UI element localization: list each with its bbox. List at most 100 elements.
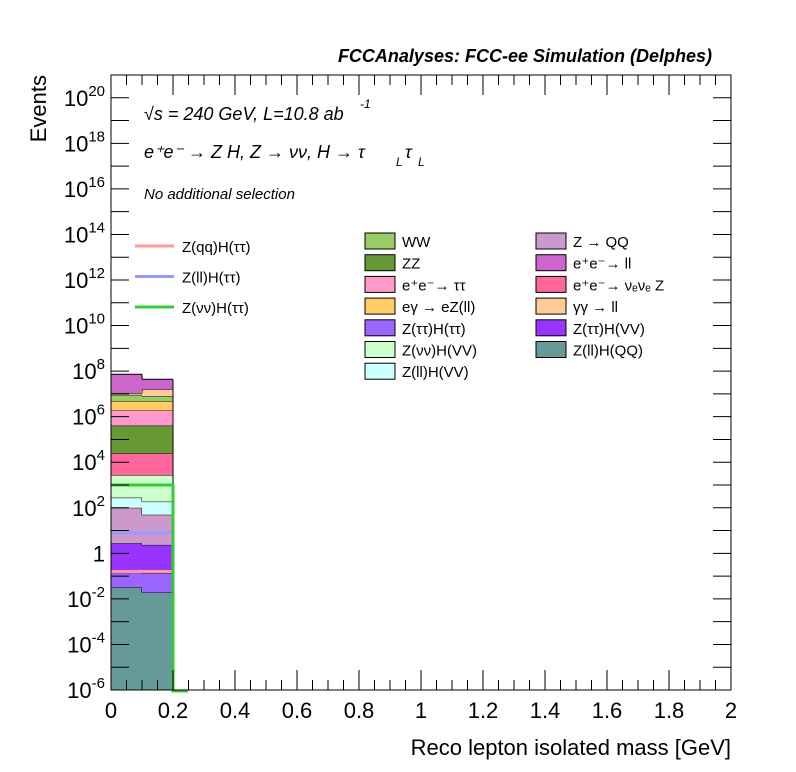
legend-label: Z(νν)H(VV) (402, 343, 477, 360)
y-tick-exponent: 4 (97, 447, 105, 464)
y-tick-label: 1012 (64, 265, 105, 293)
y-tick-base: 10 (64, 222, 88, 247)
stack-bar-8-bin-1 (142, 410, 173, 426)
stack-bar-1-bin-1 (142, 572, 173, 593)
y-tick-label: 1 (93, 541, 105, 566)
stack-bar-12-bin-1 (142, 379, 173, 390)
y-tick-base: 10 (72, 405, 96, 430)
legend-swatch (535, 232, 567, 250)
y-tick-label: 104 (72, 447, 105, 475)
y-tick-label: 102 (72, 493, 105, 521)
energy-label: √s = 240 GeV, L=10.8 ab (144, 104, 344, 124)
stack-bar-0-bin-0 (111, 587, 142, 690)
y-tick-label: 108 (72, 356, 105, 384)
legend-label: eγ → eZ(ll) (402, 299, 475, 316)
y-tick-label: 1014 (64, 219, 105, 247)
legend-label: Z(ττ)H(ττ) (402, 321, 466, 338)
stack-bar-7-bin-1 (142, 425, 173, 454)
y-tick-label: 10-6 (67, 675, 105, 703)
y-tick-label: 10-4 (67, 629, 105, 657)
y-tick-base: 10 (72, 496, 96, 521)
y-tick-base: 10 (72, 359, 96, 384)
chart-title: FCCAnalyses: FCC-ee Simulation (Delphes) (338, 46, 712, 66)
y-tick-base: 10 (72, 450, 96, 475)
x-tick-label: 2 (725, 698, 737, 723)
stack-bar-11-bin-1 (142, 389, 173, 397)
y-tick-exponent: -2 (92, 584, 105, 601)
x-tick-label: 0.4 (220, 698, 251, 723)
stack-bar-10-bin-1 (142, 396, 173, 402)
selection-label: No additional selection (144, 186, 295, 203)
y-tick-base: 1 (93, 541, 105, 566)
legend-swatch (535, 341, 567, 358)
legend-line-label-2: Z(νν)H(ττ) (182, 300, 249, 317)
legend-label: Z → QQ (573, 234, 629, 251)
legend-swatch (364, 232, 396, 250)
process-subscript-1: L (396, 155, 403, 169)
y-tick-base: 10 (64, 177, 88, 202)
x-axis-label: Reco lepton isolated mass [GeV] (411, 735, 731, 760)
legend-swatch (535, 297, 567, 315)
legend-swatch (364, 275, 396, 293)
y-tick-base: 10 (64, 86, 88, 111)
legend-swatch (535, 319, 567, 337)
legend-swatch (364, 254, 396, 272)
stack-bar-2-bin-0 (111, 543, 142, 573)
y-tick-label: 1010 (64, 311, 105, 339)
legend-swatch (364, 319, 396, 337)
y-tick-exponent: 12 (88, 265, 105, 282)
stack-bar-9-bin-1 (142, 401, 173, 411)
legend-swatch (364, 341, 396, 358)
y-tick-base: 10 (67, 587, 91, 612)
y-tick-label: 106 (72, 402, 105, 430)
y-tick-label: 1020 (64, 83, 105, 111)
x-tick-label: 0.2 (158, 698, 189, 723)
y-tick-exponent: 6 (97, 402, 105, 419)
y-tick-exponent: 2 (97, 493, 105, 510)
stack-bar-4-bin-0 (111, 497, 142, 508)
process-label: e⁺e⁻ → Z H, Z → νν, H → τ (144, 142, 366, 162)
y-tick-exponent: 10 (88, 311, 105, 328)
process-subscript-2: L (418, 155, 425, 169)
legend-label: e⁺e⁻→ νₑνₑ Z (573, 277, 664, 294)
stack-bar-10-bin-0 (111, 394, 142, 402)
legend-label: e⁺e⁻→ ll (573, 256, 631, 273)
legend-label: γγ → ll (573, 299, 618, 316)
stack-bar-8-bin-0 (111, 410, 142, 426)
stack-bar-6-bin-0 (111, 453, 142, 475)
y-tick-base: 10 (67, 678, 91, 703)
stack-bar-9-bin-0 (111, 401, 142, 411)
y-tick-base: 10 (64, 314, 88, 339)
y-tick-label: 1016 (64, 174, 105, 202)
legend-swatch (364, 362, 396, 380)
line-series-2 (111, 483, 188, 693)
y-tick-base: 10 (64, 268, 88, 293)
y-tick-exponent: 8 (97, 356, 105, 373)
y-tick-exponent: -4 (92, 629, 105, 646)
stack-bar-0-bin-1 (142, 592, 173, 690)
y-tick-base: 10 (64, 131, 88, 156)
y-tick-exponent: 20 (88, 83, 105, 100)
stack-bar-2-bin-1 (142, 544, 173, 573)
legend-label: WW (402, 234, 431, 251)
legend-line-label-0: Z(qq)H(ττ) (182, 239, 251, 256)
legend-swatch (535, 254, 567, 272)
y-tick-exponent: 16 (88, 174, 105, 191)
x-tick-label: 1.4 (530, 698, 561, 723)
legend-label: e⁺e⁻→ ττ (402, 277, 466, 294)
stack-bar-5-bin-1 (142, 475, 173, 502)
energy-superscript: -1 (360, 97, 371, 111)
x-tick-label: 0.8 (344, 698, 375, 723)
y-tick-base: 10 (67, 632, 91, 657)
stack-bar-6-bin-1 (142, 453, 173, 476)
stack-bar-3-bin-1 (142, 514, 173, 545)
process-tau-2: τ (405, 142, 413, 162)
stack-bar-3-bin-0 (111, 507, 142, 544)
legend-swatch (535, 275, 567, 293)
legend-label: Z(ττ)H(VV) (573, 321, 645, 338)
legend-swatch (364, 297, 396, 315)
legend-label: Z(ll)H(QQ) (573, 343, 643, 360)
y-tick-exponent: 18 (88, 128, 105, 145)
y-tick-label: 1018 (64, 128, 105, 156)
